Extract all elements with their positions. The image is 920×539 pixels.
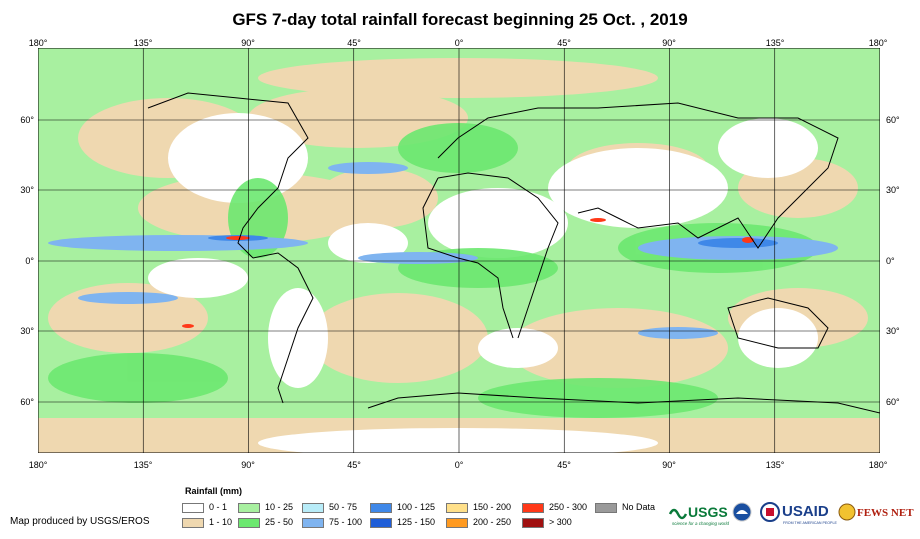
legend-swatch	[302, 503, 324, 513]
legend-label: No Data	[622, 502, 656, 512]
usgs-logo: USGS science for a changing world	[668, 500, 730, 526]
lat-label-right: 60°	[886, 397, 900, 407]
legend-label: 25 - 50	[265, 517, 294, 527]
lon-label-bottom: 90°	[662, 460, 676, 470]
lon-label-bottom: 45°	[557, 460, 571, 470]
usaid-tagline: FROM THE AMERICAN PEOPLE	[783, 521, 837, 525]
lon-label-bottom: 135°	[765, 460, 785, 470]
legend-swatch	[182, 518, 204, 528]
coastlines	[147, 92, 880, 414]
lat-label-right: 30°	[886, 326, 900, 336]
lon-label-top: 180°	[868, 38, 888, 48]
lon-label-bottom: 135°	[133, 460, 153, 470]
lon-label-bottom: 45°	[347, 460, 361, 470]
legend-title: Rainfall (mm)	[185, 486, 243, 496]
legend-label: 100 - 125	[397, 502, 436, 512]
lat-label-left: 60°	[20, 397, 34, 407]
legend-swatch	[370, 518, 392, 528]
rainfall-map	[38, 48, 880, 453]
legend-swatch	[238, 503, 260, 513]
legend-label: 10 - 25	[265, 502, 294, 512]
usaid-wordmark: USAID	[782, 503, 829, 520]
lon-label-top: 45°	[557, 38, 571, 48]
lon-label-bottom: 180°	[28, 460, 48, 470]
usgs-tagline: science for a changing world	[672, 521, 730, 526]
legend-swatch	[238, 518, 260, 528]
legend-swatch	[302, 518, 324, 528]
legend-swatch	[522, 518, 544, 528]
lon-label-bottom: 180°	[868, 460, 888, 470]
usaid-seal-icon	[760, 500, 780, 524]
legend-label: 250 - 300	[549, 502, 588, 512]
fews-net-wordmark: FEWS NET	[857, 507, 914, 519]
lat-label-left: 60°	[20, 115, 34, 125]
legend-label: 125 - 150	[397, 517, 436, 527]
graticule	[38, 48, 880, 453]
extreme-rain	[182, 218, 754, 328]
legend-label: 200 - 250	[473, 517, 512, 527]
legend-label: 150 - 200	[473, 502, 512, 512]
lat-label-left: 30°	[20, 326, 34, 336]
credit-text: Map produced by USGS/EROS	[10, 516, 150, 527]
fews-net-logo: FEWS NET	[838, 500, 916, 526]
lon-label-top: 45°	[347, 38, 361, 48]
lat-label-left: 30°	[20, 185, 34, 195]
legend-label: 75 - 100	[329, 517, 363, 527]
lon-label-top: 180°	[28, 38, 48, 48]
legend-swatch	[522, 503, 544, 513]
map-title: GFS 7-day total rainfall forecast beginn…	[232, 10, 688, 29]
lat-label-right: 60°	[886, 115, 900, 125]
lon-label-top: 90°	[241, 38, 255, 48]
lon-label-top: 0°	[454, 38, 464, 48]
legend-label: 1 - 10	[209, 517, 233, 527]
usgs-wordmark: USGS	[688, 504, 728, 520]
lon-label-bottom: 0°	[454, 460, 464, 470]
legend-swatch	[595, 503, 617, 513]
legend-label: > 300	[549, 517, 572, 527]
lat-label-left: 0°	[25, 256, 34, 266]
legend-swatch	[446, 518, 468, 528]
lat-label-right: 0°	[886, 256, 895, 266]
lon-label-top: 135°	[765, 38, 785, 48]
legend-swatch	[182, 503, 204, 513]
lon-label-top: 90°	[662, 38, 676, 48]
lon-label-top: 135°	[133, 38, 153, 48]
legend-swatch	[370, 503, 392, 513]
lat-label-right: 30°	[886, 185, 900, 195]
legend-label: 0 - 1	[209, 502, 228, 512]
dry-areas	[148, 113, 818, 453]
legend-swatch	[446, 503, 468, 513]
legend-label: 50 - 75	[329, 502, 358, 512]
noaa-logo	[732, 502, 752, 522]
usaid-logo: USAID FROM THE AMERICAN PEOPLE	[782, 500, 838, 526]
lon-label-bottom: 90°	[241, 460, 255, 470]
